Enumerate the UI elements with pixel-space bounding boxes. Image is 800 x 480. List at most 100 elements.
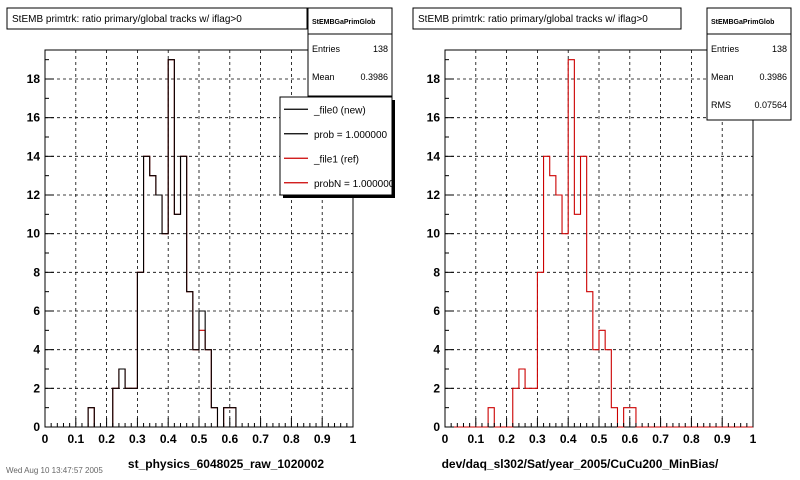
stats-label: Mean [711,72,734,82]
y-tick-label: 10 [427,227,441,241]
histogram-bin-ref [562,234,568,427]
x-tick-label: 0.6 [621,432,638,446]
histogram-bin-ref [611,408,617,427]
histogram-panel-1: 0 0.1 0.2 0.3 0.4 0.5 0.6 0.7 0.8 0.9 102468101214… [6,7,395,471]
x-tick-label: 0.2 [98,432,115,446]
histogram-bin-new [88,408,94,427]
x-tick-label: 0.4 [560,432,577,446]
x-tick-label: 0.8 [683,432,700,446]
y-tick-label: 0 [433,420,440,434]
chart-title: StEMB primtrk: ratio primary/global trac… [418,14,648,25]
histogram-bin-new [199,311,205,427]
title-box [6,7,308,30]
histogram-bin-new [137,272,143,427]
histogram-bin-new [150,176,156,427]
y-tick-label: 8 [433,265,440,279]
y-tick-label: 4 [433,343,440,357]
stats-box [706,7,792,121]
histogram-bin-new [125,388,131,427]
stats-label: Entries [312,44,341,54]
stats-label: Entries [711,44,740,54]
histogram-bin-ref [581,156,587,427]
histogram-bin-new [230,408,236,427]
histogram-bin-ref [537,272,543,427]
y-tick-label: 8 [33,265,40,279]
histogram-bin-new [181,156,187,427]
x-tick-label: 0.9 [714,432,731,446]
series-line-new [45,59,353,428]
x-tick-label: 1 [750,432,757,446]
y-tick-label: 14 [427,149,441,163]
histogram-bin-new [224,408,230,427]
histogram-bin-new [144,156,150,427]
footer-timestamp: Wed Aug 10 13:47:57 2005 [6,466,103,475]
legend-entry: _file1 (ref) [313,154,359,165]
x-tick-label: 1 [350,432,357,446]
y-tick-label: 18 [27,72,41,86]
x-tick-label: 0 [42,432,49,446]
chart-title: StEMB primtrk: ratio primary/global trac… [12,14,242,25]
histogram-bin-new [174,214,180,427]
x-tick-label: 0.7 [652,432,669,446]
legend-entry: prob = 1.000000 [314,130,388,141]
histogram-bin-ref [513,388,519,427]
stats-value: 0.07564 [754,100,787,110]
stats-value: 0.3986 [360,72,388,82]
histogram-bin-new [113,388,119,427]
histogram-bin-new [187,292,193,427]
y-tick-label: 0 [33,420,40,434]
x-tick-label: 0.5 [191,432,208,446]
histogram-bin-new [211,408,217,427]
histogram-bin-ref [550,176,556,427]
histogram-bin-new [193,350,199,427]
y-tick-label: 18 [427,72,441,86]
x-tick-label: 0.6 [221,432,238,446]
stats-box [307,7,393,97]
stats-label: Mean [312,72,335,82]
y-tick-label: 10 [27,227,41,241]
histogram-bin-new [162,234,168,427]
histogram-bin-ref [519,369,525,427]
x-tick-label: 0.7 [252,432,269,446]
x-tick-label: 0.2 [498,432,515,446]
x-tick-label: 0.5 [591,432,608,446]
title-box [412,7,682,30]
histogram-bin-ref [488,408,494,427]
histogram-bin-ref [624,408,630,427]
y-tick-label: 4 [33,343,40,357]
histogram-bin-ref [574,214,580,427]
x-tick-label: 0.3 [529,432,546,446]
histogram-bin-new [131,388,137,427]
histogram-bin-ref [556,195,562,427]
legend-entry: probN = 1.000000 [314,179,395,190]
x-tick-label: 0 [442,432,449,446]
stats-header: StEMBGaPrimGlob [711,19,774,26]
histogram-bin-ref [544,156,550,427]
x-axis-label: dev/daq_sl302/Sat/year_2005/CuCu200_MinB… [442,457,719,471]
histogram-bin-ref [531,388,537,427]
stats-label: RMS [711,100,731,110]
series-line-ref [445,59,753,428]
y-tick-label: 12 [27,188,41,202]
histogram-bin-new [119,369,125,427]
histogram-bin-new [156,195,162,427]
y-tick-label: 2 [33,381,40,395]
y-tick-label: 2 [433,381,440,395]
y-tick-label: 6 [433,304,440,318]
histogram-bin-ref [605,350,611,427]
y-tick-label: 12 [427,188,441,202]
legend: _file0 (new) prob = 1.000000 _file1 (ref) p… [279,96,395,198]
y-tick-label: 14 [27,149,41,163]
x-tick-label: 0.9 [314,432,331,446]
y-tick-label: 16 [427,111,441,125]
histogram-bin-ref [587,292,593,427]
histogram-bin-ref [599,330,605,427]
stats-header: StEMBGaPrimGlob [312,19,375,26]
x-tick-label: 0.3 [129,432,146,446]
y-tick-label: 6 [33,304,40,318]
histogram-bin-ref [525,388,531,427]
histogram-bin-ref [568,60,574,427]
y-tick-label: 16 [27,111,41,125]
histogram-bin-new [168,60,174,427]
